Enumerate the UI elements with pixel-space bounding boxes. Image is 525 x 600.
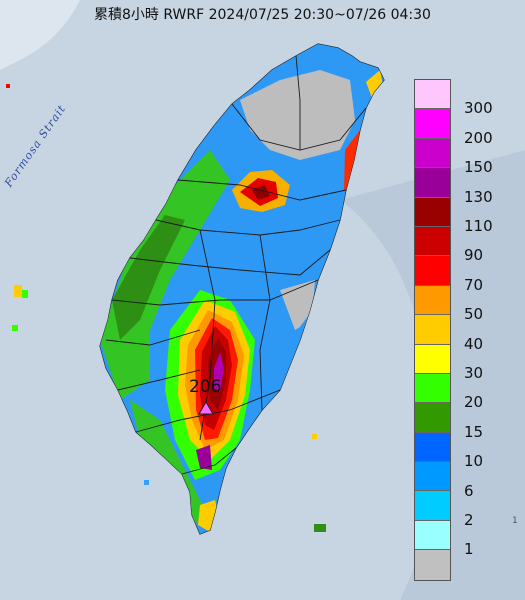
legend-label: 30 <box>464 364 484 382</box>
legend-swatch <box>415 344 450 374</box>
offshore-echo <box>12 325 18 331</box>
legend-label: 6 <box>464 481 474 500</box>
legend-label: 300 <box>464 99 493 118</box>
offshore-echo <box>312 434 317 439</box>
legend-swatch <box>415 109 450 139</box>
legend-label: 10 <box>464 452 484 471</box>
edge-label: 1 <box>512 516 518 526</box>
legend-label: 110 <box>464 217 493 235</box>
legend-label: 130 <box>464 187 493 206</box>
legend-swatch <box>415 403 450 433</box>
max-point-marker <box>198 401 214 415</box>
legend-swatch <box>415 285 450 316</box>
legend-label: 15 <box>464 422 484 441</box>
legend-swatch <box>415 520 450 551</box>
legend-swatch <box>415 168 450 198</box>
legend-swatch <box>415 373 450 404</box>
legend-label: 50 <box>464 305 484 324</box>
legend-swatch <box>415 80 450 110</box>
map-title: 累積8小時 RWRF 2024/07/25 20:30~07/26 04:30 <box>94 7 431 23</box>
offshore-echo <box>6 84 10 88</box>
legend-swatch <box>415 256 450 286</box>
legend-swatch <box>415 550 450 580</box>
legend-label: 40 <box>464 334 484 353</box>
offshore-echo <box>14 285 22 297</box>
color-legend <box>414 79 451 581</box>
offshore-echo <box>22 290 28 298</box>
legend-swatch <box>415 462 450 492</box>
legend-label: 150 <box>464 158 493 177</box>
offshore-echo <box>144 480 149 485</box>
legend-swatch <box>415 315 450 345</box>
cloud-shading <box>0 0 80 70</box>
legend-label: 20 <box>464 393 484 412</box>
max-value-label: 206 <box>189 377 222 397</box>
legend-swatch <box>415 138 450 169</box>
legend-label: 2 <box>464 511 474 529</box>
legend-label: 1 <box>464 540 474 559</box>
legend-label: 200 <box>464 128 493 147</box>
offshore-echo <box>314 524 326 532</box>
legend-label: 90 <box>464 246 484 265</box>
legend-swatch <box>415 226 450 257</box>
legend-swatch <box>415 491 450 521</box>
county-boundaries <box>105 55 367 475</box>
legend-label: 70 <box>464 275 484 294</box>
legend-swatch <box>415 197 450 227</box>
legend-swatch <box>415 432 450 463</box>
